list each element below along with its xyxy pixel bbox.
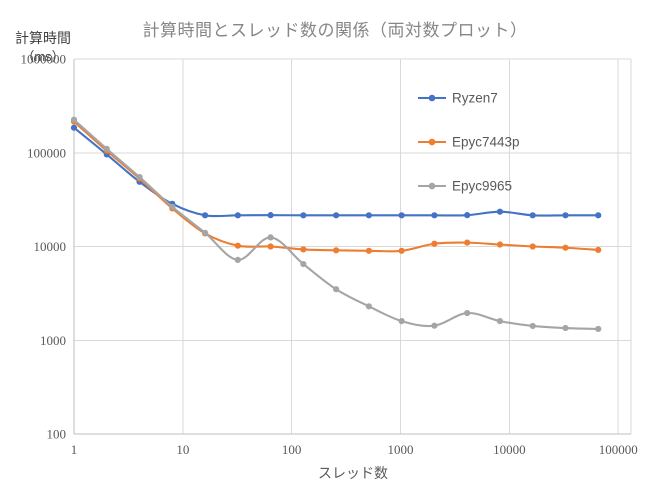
data-point <box>333 247 340 254</box>
x-tick-label-10: 10 <box>176 442 189 457</box>
data-point <box>300 246 307 253</box>
legend-label-epyc7443p: Epyc7443p <box>452 135 520 150</box>
data-point <box>431 240 438 247</box>
data-point <box>267 243 274 250</box>
data-point <box>464 239 471 246</box>
data-point <box>300 260 307 268</box>
series-line-epyc7443p <box>72 120 600 253</box>
plot-area-frame <box>73 58 632 435</box>
y-axis-caption-unit: （ms） <box>21 48 65 64</box>
data-point <box>234 256 241 263</box>
y-tick-label-10000: 10000 <box>34 239 67 254</box>
data-point <box>562 212 569 219</box>
data-point <box>300 212 307 219</box>
y-axis-caption-line1: 計算時間 <box>15 29 71 46</box>
series-layer <box>70 116 602 333</box>
data-point <box>103 145 110 152</box>
data-point <box>365 247 372 254</box>
x-tick-label-10000: 10000 <box>493 442 526 457</box>
data-point <box>333 212 340 219</box>
data-point <box>464 309 471 317</box>
legend-label-ryzen7: Ryzen7 <box>452 91 498 106</box>
data-point <box>529 212 536 219</box>
legend-layer: Ryzen7 Epyc7443p Epyc9965 <box>418 91 520 194</box>
y-tick-label-1000: 1000 <box>40 333 66 348</box>
data-point <box>464 212 471 219</box>
data-point <box>496 208 504 215</box>
data-point <box>365 303 372 310</box>
data-point <box>234 242 241 249</box>
chart-title: 計算時間とスレッド数の関係（両対数プロット） <box>142 21 528 40</box>
x-tick-label-100000: 100000 <box>599 442 638 457</box>
data-point <box>496 241 504 248</box>
x-axis-title: スレッド数 <box>318 465 388 481</box>
legend-label-epyc9965: Epyc9965 <box>452 179 512 194</box>
data-point <box>398 318 405 325</box>
data-point <box>496 318 504 325</box>
x-tick-label-100: 100 <box>282 442 302 457</box>
data-point <box>201 229 209 236</box>
legend-swatch-marker-ryzen7 <box>428 94 436 102</box>
data-point <box>595 212 602 219</box>
data-point <box>595 246 602 253</box>
data-point <box>70 116 78 123</box>
data-point <box>201 212 209 219</box>
tick-labels-layer: 100 1000 10000 100000 1000000 1 10 100 1000 10000… <box>21 52 638 458</box>
series-epyc9965 <box>70 116 602 333</box>
data-point <box>169 203 176 210</box>
y-axis-caption: 計算時間 （ms） <box>4 10 82 84</box>
legend-swatch-marker-epyc7443p <box>428 138 436 146</box>
y-tick-label-100000: 100000 <box>27 145 66 160</box>
data-point <box>562 244 569 251</box>
data-point <box>431 212 438 219</box>
data-point <box>234 212 241 219</box>
legend-swatch-marker-epyc9965 <box>428 182 436 190</box>
data-point <box>70 124 78 131</box>
data-point <box>136 173 143 181</box>
data-point <box>529 322 536 330</box>
series-line-ryzen7 <box>72 126 600 218</box>
data-point <box>333 286 340 293</box>
data-point <box>398 212 405 219</box>
data-point <box>562 324 569 332</box>
data-point <box>398 247 405 254</box>
data-point <box>529 243 536 250</box>
data-point <box>365 212 372 219</box>
data-point <box>267 212 274 219</box>
y-tick-label-1000000: 1000000 <box>21 52 67 67</box>
x-tick-label-1: 1 <box>71 442 78 457</box>
data-point <box>431 322 438 329</box>
series-line-epyc9965 <box>72 118 600 330</box>
x-tick-label-1000: 1000 <box>388 442 414 457</box>
series-ryzen7 <box>70 124 602 219</box>
data-point <box>595 325 602 333</box>
data-point <box>267 234 274 241</box>
y-tick-label-100: 100 <box>47 427 67 442</box>
